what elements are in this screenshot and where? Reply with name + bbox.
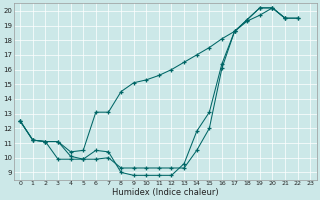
X-axis label: Humidex (Indice chaleur): Humidex (Indice chaleur) (112, 188, 219, 197)
